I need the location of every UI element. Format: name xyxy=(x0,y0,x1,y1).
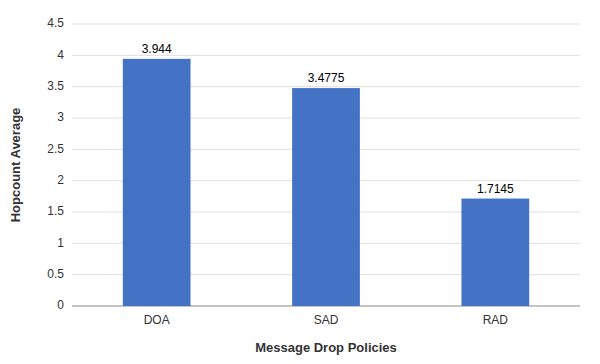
y-tick-label: 4 xyxy=(57,48,64,62)
data-label: 3.944 xyxy=(142,42,172,56)
data-label: 3.4775 xyxy=(308,71,345,85)
y-tick-label: 0 xyxy=(57,298,64,312)
chart-container: 0 0.5 1 1.5 2 2.5 3 3.5 4 4.5 3.944 3.4775 1.7145 DOA… xyxy=(0,0,600,364)
x-tick-label: SAD xyxy=(314,313,339,327)
y-tick-label: 3 xyxy=(57,110,64,124)
y-axis: 0 0.5 1 1.5 2 2.5 3 3.5 4 4.5 xyxy=(47,16,580,312)
data-labels: 3.944 3.4775 1.7145 xyxy=(142,42,514,196)
y-axis-title: Hopcount Average xyxy=(8,108,23,223)
y-tick-label: 3.5 xyxy=(47,79,64,93)
grid-line xyxy=(72,24,580,25)
chart: 0 0.5 1 1.5 2 2.5 3 3.5 4 4.5 3.944 3.4775 1.7145 DOA… xyxy=(0,0,600,364)
y-tick-label: 4.5 xyxy=(47,16,64,30)
x-axis: DOA SAD RAD xyxy=(144,313,509,327)
bars xyxy=(123,59,529,306)
bar xyxy=(292,88,360,306)
bar xyxy=(123,59,191,306)
y-tick-label: 2 xyxy=(57,173,64,187)
x-tick-label: RAD xyxy=(483,313,509,327)
x-tick-label: DOA xyxy=(144,313,170,327)
x-axis-title: Message Drop Policies xyxy=(255,340,397,355)
y-tick-label: 0.5 xyxy=(47,267,64,281)
y-tick-label: 1 xyxy=(57,236,64,250)
data-label: 1.7145 xyxy=(477,182,514,196)
bar xyxy=(461,199,529,306)
y-tick-label: 1.5 xyxy=(47,204,64,218)
y-tick-label: 2.5 xyxy=(47,142,64,156)
